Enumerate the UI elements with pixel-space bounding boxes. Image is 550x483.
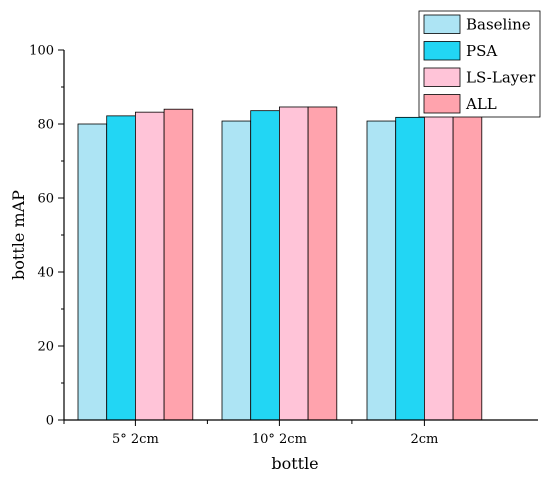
legend-swatch — [423, 67, 461, 87]
legend: Baseline PSA LS-Layer ALL — [418, 10, 541, 118]
bar-all-0 — [163, 108, 194, 421]
y-tick-label: 20 — [37, 340, 54, 355]
legend-label: Baseline — [466, 15, 531, 33]
y-tick-label: 100 — [29, 44, 54, 59]
x-axis-title: bottle — [271, 454, 318, 473]
y-tick-label: 80 — [37, 118, 54, 133]
bar-psa-2 — [395, 116, 425, 421]
y-ticks: 0 20 40 60 80 100 — [29, 44, 64, 429]
bar-ls-layer-0 — [134, 111, 165, 421]
legend-swatch — [423, 94, 461, 114]
bar-baseline-0 — [77, 123, 108, 421]
legend-label: ALL — [465, 95, 497, 113]
bar-psa-1 — [250, 110, 280, 421]
bars-layer — [77, 106, 483, 421]
y-axis-title: bottle mAP — [9, 190, 28, 280]
bar-all-2 — [452, 111, 483, 421]
legend-swatch — [423, 14, 461, 34]
bar-ls-layer-1 — [278, 106, 309, 421]
y-tick-label: 60 — [37, 192, 54, 207]
y-tick-label: 40 — [37, 266, 54, 281]
legend-swatch — [423, 41, 461, 61]
x-tick-label: 2cm — [410, 432, 438, 447]
x-ticks: 5° 2cm 10° 2cm 2cm — [63, 420, 438, 447]
bar-psa-0 — [106, 115, 136, 421]
bar-baseline-1 — [221, 120, 252, 421]
x-tick-label: 5° 2cm — [112, 432, 159, 447]
y-tick-label: 0 — [46, 414, 54, 429]
legend-label: PSA — [466, 42, 497, 60]
x-tick-label: 10° 2cm — [252, 432, 307, 447]
bar-all-1 — [307, 106, 338, 421]
legend-label: LS-Layer — [466, 68, 536, 86]
bar-ls-layer-2 — [423, 113, 454, 421]
bar-baseline-2 — [366, 120, 397, 421]
